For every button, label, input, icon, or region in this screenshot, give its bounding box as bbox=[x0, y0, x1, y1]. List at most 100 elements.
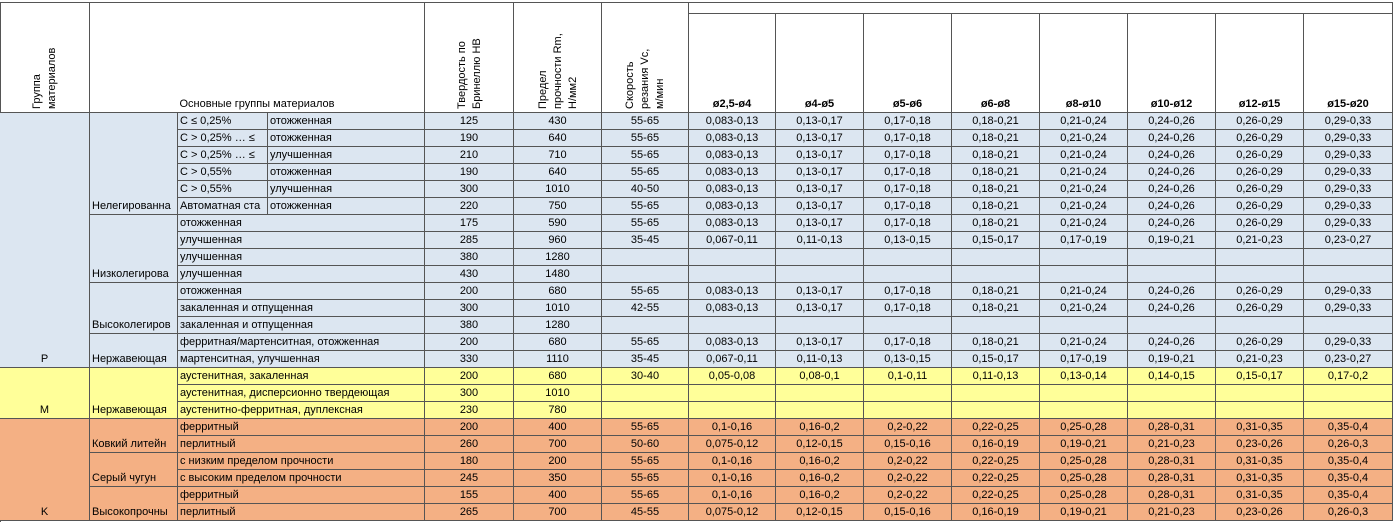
header-line: Предел bbox=[536, 70, 549, 110]
feed: 0,08-0,1 bbox=[776, 368, 864, 385]
diameter-header: ø6-ø8 bbox=[952, 14, 1040, 113]
feed: 0,17-0,19 bbox=[1040, 232, 1128, 249]
feed: 0,22-0,25 bbox=[952, 487, 1040, 504]
treatment: улучшенная bbox=[268, 181, 425, 198]
feed: 0,083-0,13 bbox=[689, 198, 776, 215]
feed: 0,16-0,2 bbox=[776, 419, 864, 436]
cutting-speed: 45-55 bbox=[602, 504, 689, 521]
subgroup: Низколегирова bbox=[90, 215, 178, 283]
strength: 700 bbox=[514, 436, 602, 453]
feed: 0,26-0,29 bbox=[1216, 334, 1304, 351]
feed: 0,17-0,18 bbox=[864, 164, 952, 181]
cutting-speed bbox=[602, 317, 689, 334]
feed: 0,21-0,24 bbox=[1040, 215, 1128, 232]
header-line: материалов bbox=[46, 47, 58, 109]
feed bbox=[689, 402, 776, 419]
condition: отожженная bbox=[178, 215, 425, 232]
treatment: отожженная bbox=[268, 113, 425, 130]
strength: 400 bbox=[514, 419, 602, 436]
feed: 0,13-0,17 bbox=[776, 147, 864, 164]
strength: 700 bbox=[514, 504, 602, 521]
feed: 0,083-0,13 bbox=[689, 300, 776, 317]
hardness: 300 bbox=[425, 181, 514, 198]
treatment: улучшенная bbox=[268, 147, 425, 164]
feed bbox=[1304, 266, 1393, 283]
subgroup: Нержавеющая bbox=[90, 334, 178, 368]
feed: 0,21-0,24 bbox=[1040, 283, 1128, 300]
feed: 0,1-0,16 bbox=[689, 453, 776, 470]
feed: 0,13-0,15 bbox=[864, 351, 952, 368]
feed bbox=[1216, 402, 1304, 419]
feed: 0,28-0,31 bbox=[1128, 470, 1216, 487]
feed: 0,21-0,24 bbox=[1040, 113, 1128, 130]
feed bbox=[952, 385, 1040, 402]
strength: 1280 bbox=[514, 317, 602, 334]
feed: 0,21-0,24 bbox=[1040, 130, 1128, 147]
feed: 0,18-0,21 bbox=[952, 130, 1040, 147]
feed: 0,21-0,24 bbox=[1040, 181, 1128, 198]
condition: с высоким пределом прочности bbox=[178, 470, 425, 487]
cutting-speed: 55-65 bbox=[602, 487, 689, 504]
feed: 0,2-0,22 bbox=[864, 487, 952, 504]
feed: 0,15-0,17 bbox=[952, 351, 1040, 368]
hardness: 300 bbox=[425, 300, 514, 317]
hardness: 200 bbox=[425, 283, 514, 300]
feed: 0,35-0,4 bbox=[1304, 487, 1393, 504]
feed: 0,083-0,13 bbox=[689, 181, 776, 198]
feed: 0,29-0,33 bbox=[1304, 113, 1393, 130]
material-group: P bbox=[0, 113, 90, 368]
hardness: 260 bbox=[425, 436, 514, 453]
condition: аустенитная, дисперсионно твердеющая bbox=[178, 385, 425, 402]
feed: 0,28-0,31 bbox=[1128, 487, 1216, 504]
hardness: 230 bbox=[425, 402, 514, 419]
cutting-speed: 55-65 bbox=[602, 130, 689, 147]
condition: улучшенная bbox=[178, 266, 425, 283]
feed bbox=[776, 266, 864, 283]
feed bbox=[952, 266, 1040, 283]
feed bbox=[952, 402, 1040, 419]
hardness: 200 bbox=[425, 334, 514, 351]
hardness: 330 bbox=[425, 351, 514, 368]
feed bbox=[776, 317, 864, 334]
feed: 0,21-0,24 bbox=[1040, 164, 1128, 181]
hardness: 180 bbox=[425, 453, 514, 470]
hardness: 285 bbox=[425, 232, 514, 249]
feed: 0,35-0,4 bbox=[1304, 470, 1393, 487]
feed: 0,16-0,19 bbox=[952, 504, 1040, 521]
feed: 0,14-0,15 bbox=[1128, 368, 1216, 385]
feed bbox=[1040, 266, 1128, 283]
feed: 0,29-0,33 bbox=[1304, 334, 1393, 351]
feed: 0,17-0,18 bbox=[864, 181, 952, 198]
hardness: 220 bbox=[425, 198, 514, 215]
condition: ферритный bbox=[178, 487, 425, 504]
feed bbox=[1216, 266, 1304, 283]
feed: 0,12-0,15 bbox=[776, 504, 864, 521]
feed: 0,21-0,24 bbox=[1040, 334, 1128, 351]
cutting-speed: 30-40 bbox=[602, 368, 689, 385]
header-line: м/мин bbox=[654, 78, 666, 109]
strength: 1480 bbox=[514, 266, 602, 283]
feed: 0,22-0,25 bbox=[952, 453, 1040, 470]
feed: 0,24-0,26 bbox=[1128, 147, 1216, 164]
feed: 0,11-0,13 bbox=[952, 368, 1040, 385]
cutting-speed: 55-65 bbox=[602, 419, 689, 436]
feed: 0,2-0,22 bbox=[864, 470, 952, 487]
strength: 1010 bbox=[514, 300, 602, 317]
feed bbox=[1128, 402, 1216, 419]
feed: 0,13-0,17 bbox=[776, 164, 864, 181]
feed: 0,29-0,33 bbox=[1304, 300, 1393, 317]
feed: 0,29-0,33 bbox=[1304, 198, 1393, 215]
strength: 1010 bbox=[514, 181, 602, 198]
strength: 200 bbox=[514, 453, 602, 470]
condition: с низким пределом прочности bbox=[178, 453, 425, 470]
feed: 0,13-0,17 bbox=[776, 283, 864, 300]
feed: 0,29-0,33 bbox=[1304, 215, 1393, 232]
feed bbox=[1040, 385, 1128, 402]
cutting-speed: 55-65 bbox=[602, 147, 689, 164]
feed bbox=[1216, 249, 1304, 266]
feed: 0,24-0,26 bbox=[1128, 113, 1216, 130]
condition: закаленная и отпущенная bbox=[178, 317, 425, 334]
feed bbox=[1128, 317, 1216, 334]
feed bbox=[952, 317, 1040, 334]
feed: 0,24-0,26 bbox=[1128, 334, 1216, 351]
